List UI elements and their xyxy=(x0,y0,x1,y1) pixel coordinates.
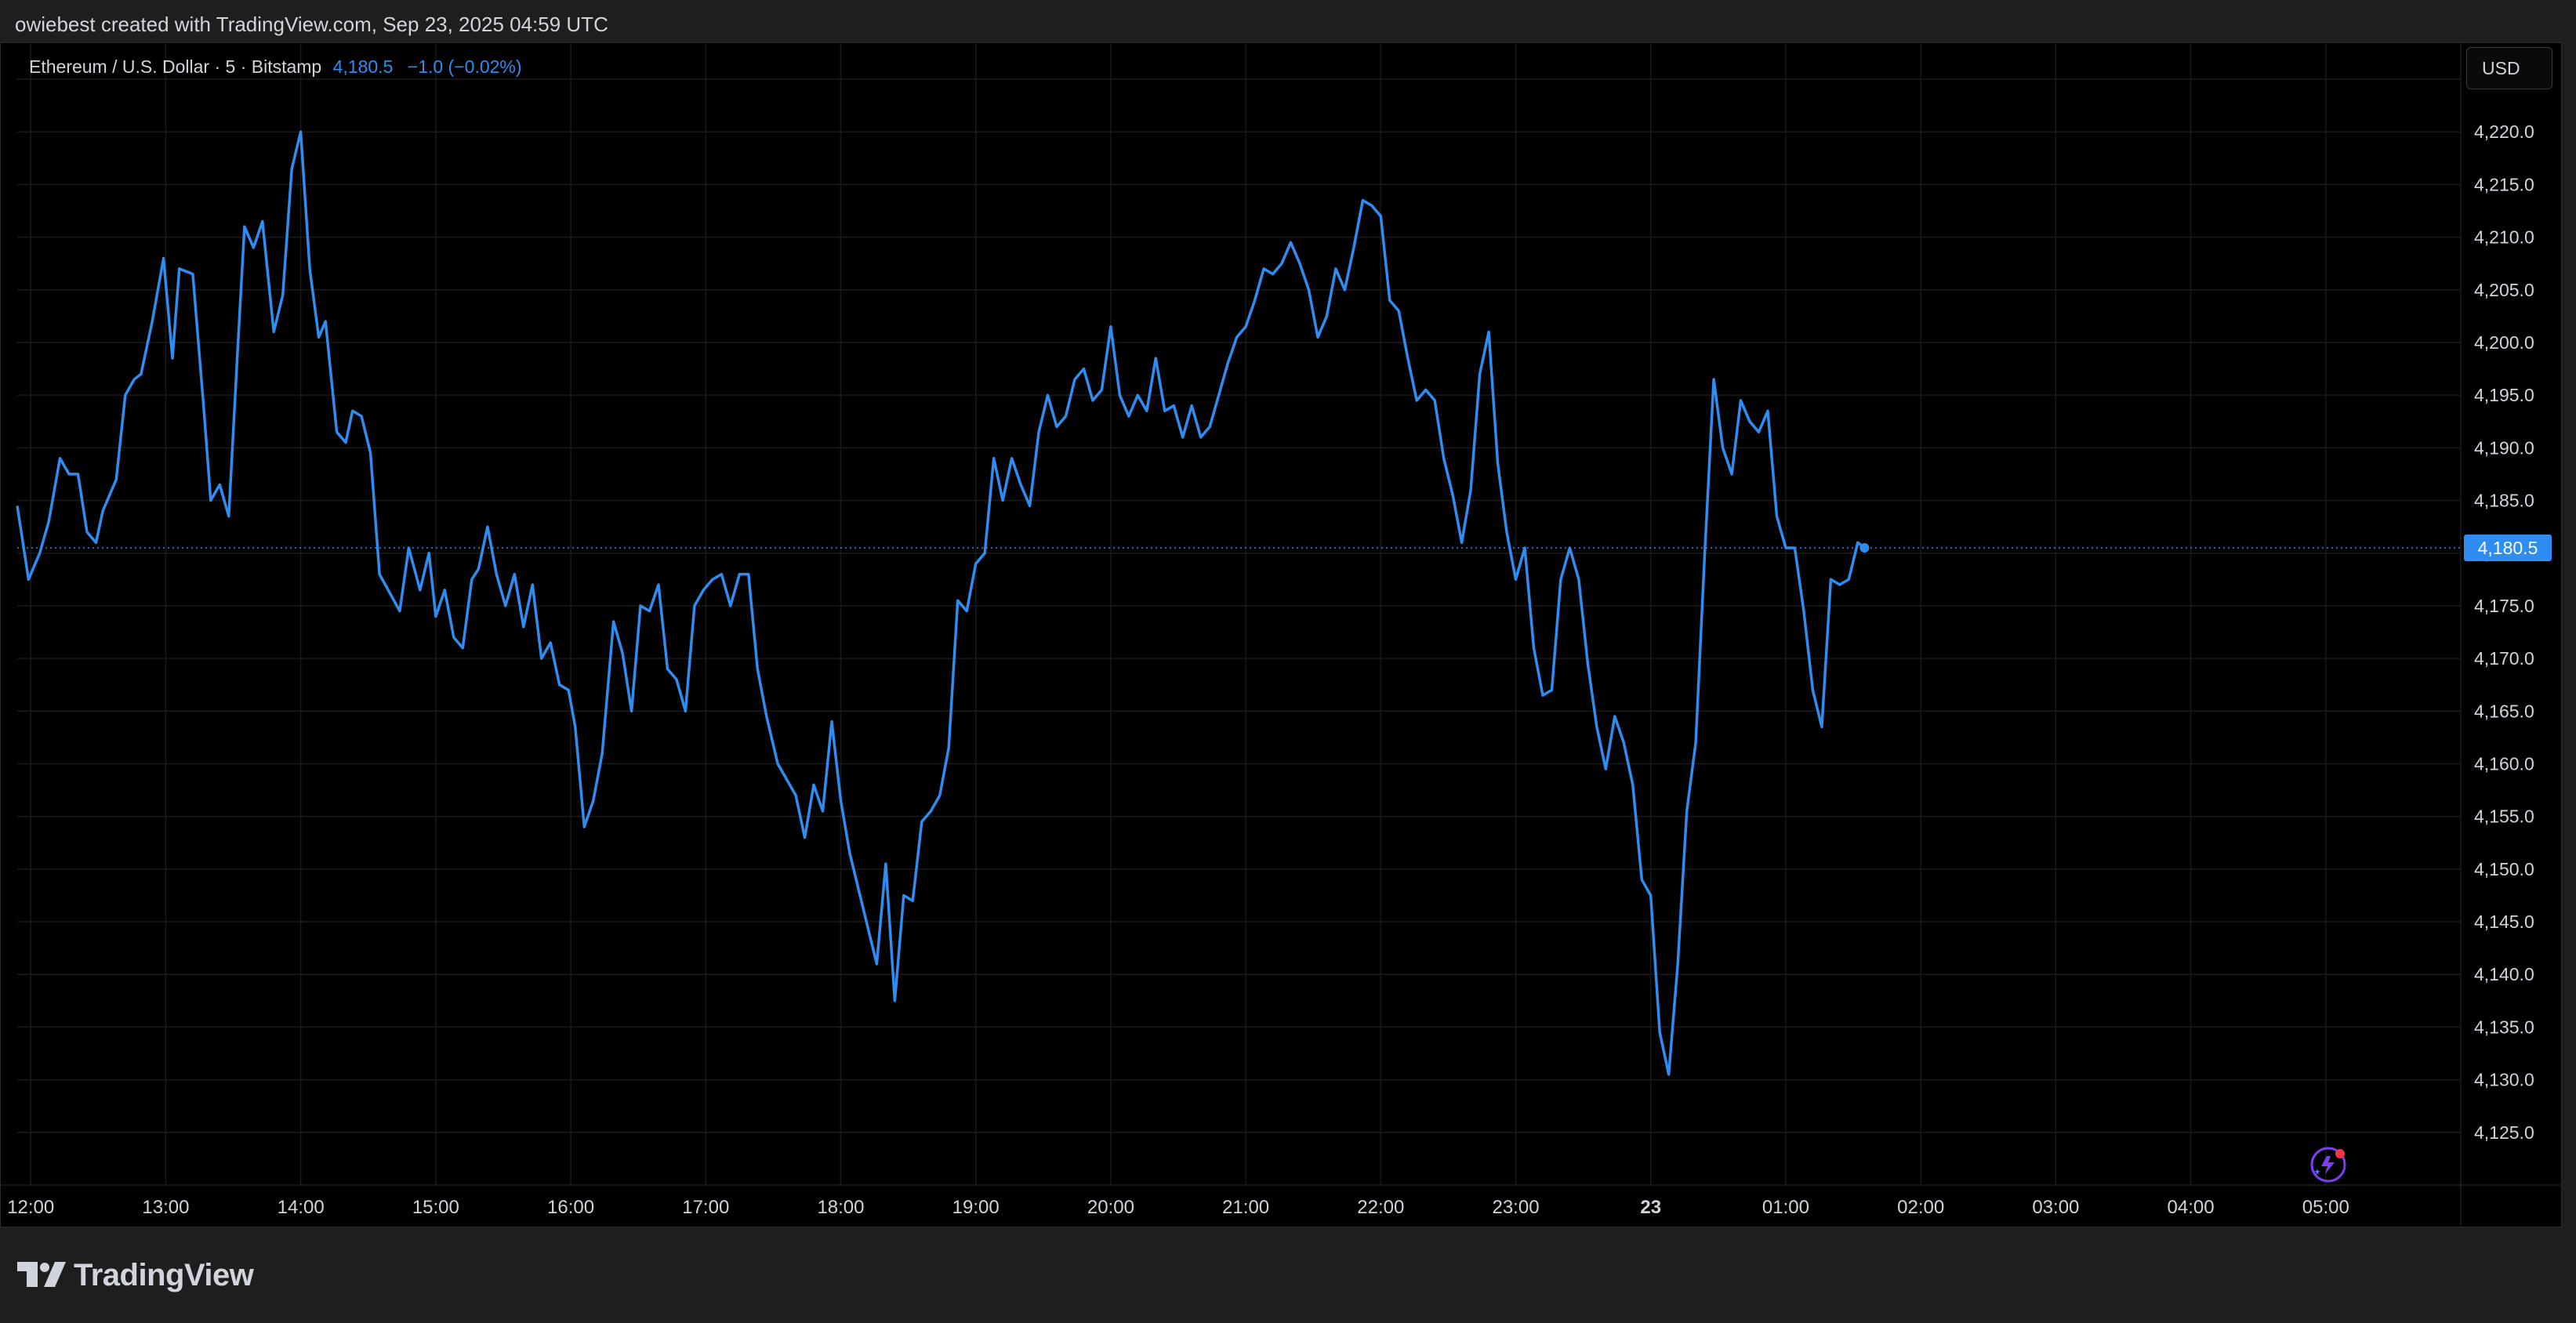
svg-text:4,180.5: 4,180.5 xyxy=(2478,538,2538,558)
attribution-text: owiebest created with TradingView.com, S… xyxy=(15,13,608,36)
x-tick-label: 02:00 xyxy=(1897,1197,1944,1218)
x-tick-label: 22:00 xyxy=(1357,1197,1404,1218)
currency-button[interactable]: USD xyxy=(2466,47,2552,89)
last-price-dot xyxy=(1859,543,1870,553)
chart-area[interactable] xyxy=(0,42,2562,1227)
legend-change: −1.0 (−0.02%) xyxy=(407,56,522,77)
chart-legend[interactable]: Ethereum / U.S. Dollar · 5 · Bitstamp 4,… xyxy=(29,56,522,78)
x-tick-label: 12:00 xyxy=(7,1197,54,1218)
y-tick-label: 4,220.0 xyxy=(2474,121,2534,142)
y-tick-label: 4,140.0 xyxy=(2474,964,2534,984)
legend-price: 4,180.5 xyxy=(332,56,394,77)
time-axis[interactable]: 12:00 13:00 14:00 15:00 16:00 17:00 18:00 19:00… xyxy=(7,1197,2349,1218)
brand-name: TradingView xyxy=(74,1257,254,1292)
y-tick-label: 4,210.0 xyxy=(2474,227,2534,248)
y-tick-label: 4,145.0 xyxy=(2474,912,2534,932)
x-tick-label: 23 xyxy=(1640,1197,1661,1218)
x-tick-label: 17:00 xyxy=(682,1197,729,1218)
y-tick-label: 4,185.0 xyxy=(2474,491,2534,511)
y-tick-label: 4,155.0 xyxy=(2474,806,2534,827)
x-tick-label: 15:00 xyxy=(412,1197,459,1218)
y-tick-label: 4,190.0 xyxy=(2474,437,2534,458)
y-tick-label: 4,130.0 xyxy=(2474,1070,2534,1090)
last-price-tag: 4,180.5 xyxy=(2464,535,2552,562)
y-tick-label: 4,205.0 xyxy=(2474,280,2534,300)
tradingview-footer[interactable]: TradingView xyxy=(17,1254,254,1296)
x-tick-label: 14:00 xyxy=(278,1197,325,1218)
x-tick-label: 16:00 xyxy=(547,1197,594,1218)
price-axis[interactable]: 4,125.0 4,130.0 4,135.0 4,140.0 4,145.0 4,150… xyxy=(2474,69,2534,1143)
x-tick-label: 18:00 xyxy=(817,1197,864,1218)
y-tick-label: 4,200.0 xyxy=(2474,332,2534,353)
grid xyxy=(17,42,2461,1185)
assistant-sparkle-icon[interactable] xyxy=(2310,1147,2346,1183)
x-tick-label: 04:00 xyxy=(2168,1197,2215,1218)
y-tick-label: 4,160.0 xyxy=(2474,753,2534,774)
y-tick-label: 4,165.0 xyxy=(2474,701,2534,721)
x-tick-label: 20:00 xyxy=(1087,1197,1134,1218)
symbol-title[interactable]: Ethereum / U.S. Dollar · 5 · Bitstamp xyxy=(29,56,322,77)
y-tick-label: 4,150.0 xyxy=(2474,859,2534,879)
y-tick-label: 4,175.0 xyxy=(2474,596,2534,616)
x-tick-label: 05:00 xyxy=(2302,1197,2349,1218)
x-tick-label: 13:00 xyxy=(142,1197,189,1218)
x-tick-label: 03:00 xyxy=(2032,1197,2079,1218)
x-tick-label: 01:00 xyxy=(1762,1197,1809,1218)
y-tick-label: 4,125.0 xyxy=(2474,1122,2534,1143)
x-tick-label: 21:00 xyxy=(1222,1197,1269,1218)
price-line xyxy=(16,130,1866,1076)
tradingview-logo-icon xyxy=(17,1262,66,1287)
y-tick-label: 4,215.0 xyxy=(2474,174,2534,194)
series xyxy=(16,130,1870,1076)
x-tick-label: 19:00 xyxy=(952,1197,1000,1218)
y-tick-label: 4,135.0 xyxy=(2474,1017,2534,1037)
y-tick-label: 4,195.0 xyxy=(2474,385,2534,405)
x-tick-label: 23:00 xyxy=(1492,1197,1539,1218)
y-tick-label: 4,170.0 xyxy=(2474,648,2534,669)
